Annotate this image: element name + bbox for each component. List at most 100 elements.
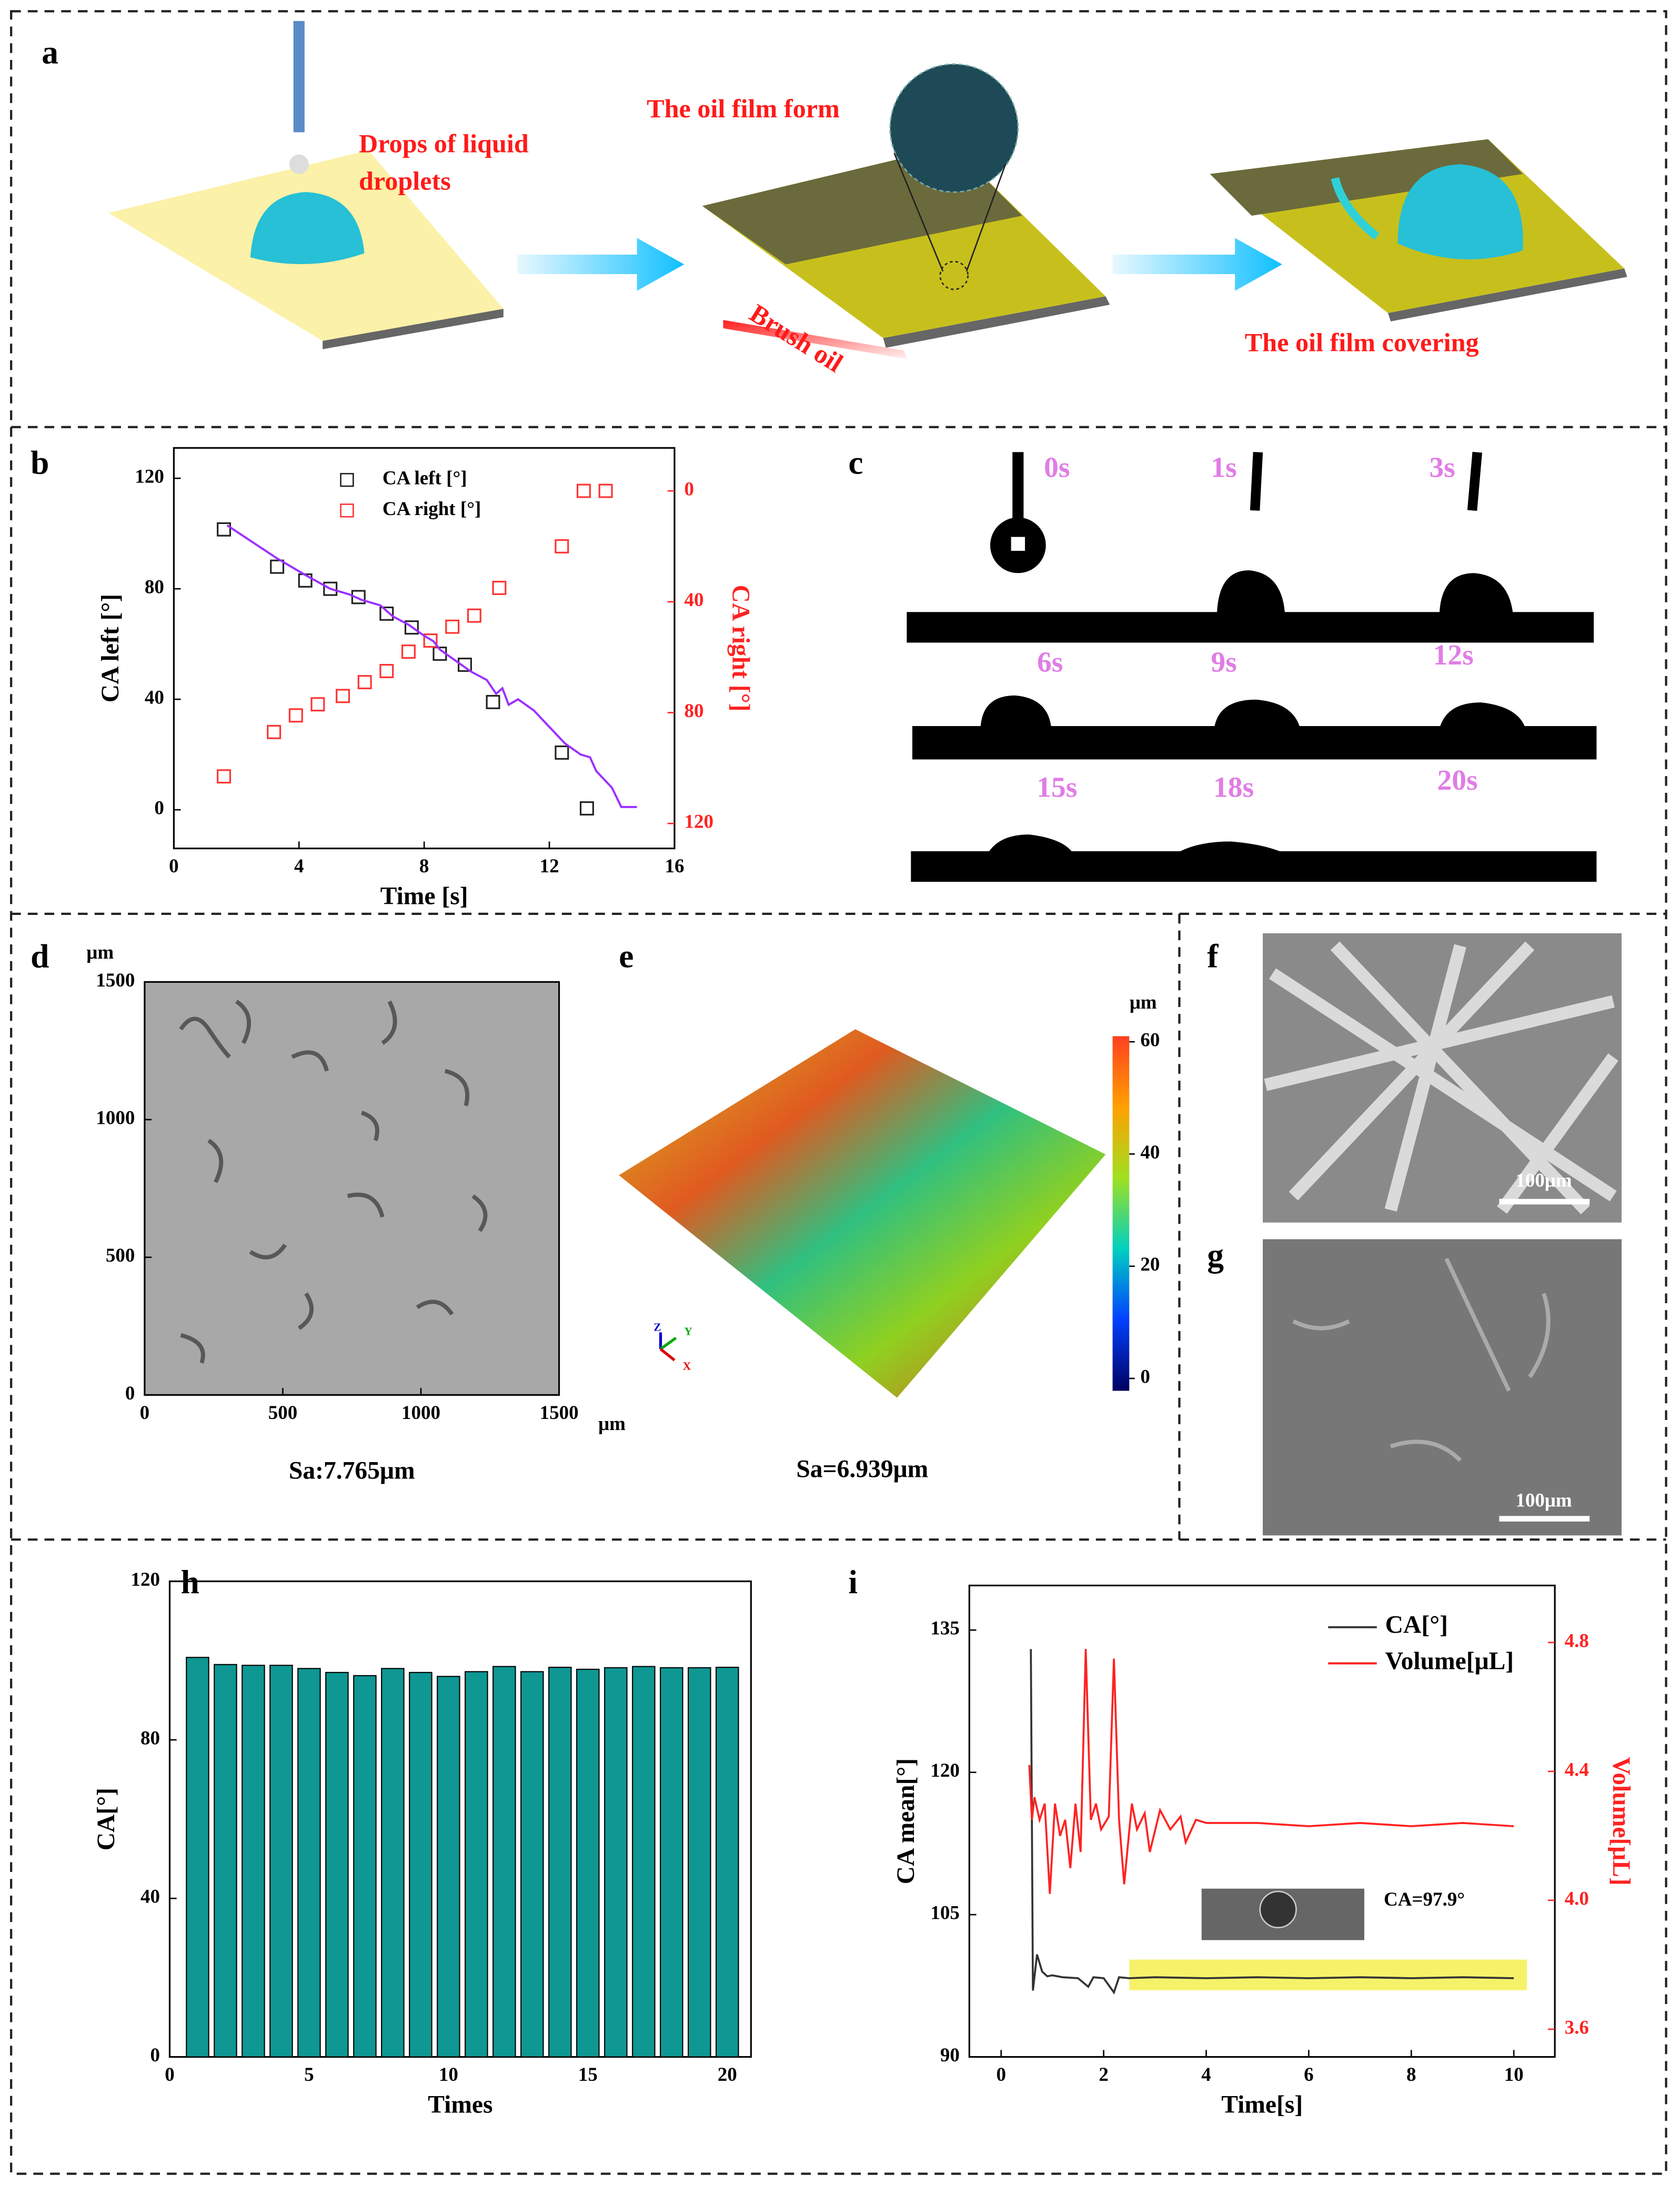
x-tick-label: 8 xyxy=(419,855,429,877)
y-tick-label: 0 xyxy=(150,2045,160,2066)
point xyxy=(217,769,232,784)
bar xyxy=(576,1668,600,2058)
schematic-text: droplets xyxy=(359,166,451,196)
x-tick-label: 20 xyxy=(718,2064,737,2086)
panel-label: e xyxy=(619,938,633,975)
panel-label: f xyxy=(1207,938,1219,975)
y-tick-label: 135 xyxy=(930,1618,960,1639)
point xyxy=(270,559,285,574)
plot-frame xyxy=(968,1584,1556,2058)
time-label: 6s xyxy=(1037,646,1063,678)
bar xyxy=(520,1671,544,2058)
time-label: 15s xyxy=(1037,771,1077,803)
x-tick-label: 1000 xyxy=(401,1402,440,1424)
y-tick-label: 1500 xyxy=(96,970,135,991)
y2-axis-label: CA right [°] xyxy=(727,585,755,712)
x-tick-label: 1500 xyxy=(540,1402,579,1424)
time-label: 18s xyxy=(1213,771,1254,803)
y2-tick-label: 4.0 xyxy=(1565,1888,1589,1909)
bar xyxy=(186,1657,209,2058)
y-tick-label: 0 xyxy=(125,1383,135,1404)
point xyxy=(458,658,472,672)
point xyxy=(445,619,460,634)
bar xyxy=(297,1668,321,2058)
point xyxy=(217,522,232,537)
surface-3d xyxy=(619,1029,1130,1398)
point xyxy=(555,745,569,760)
schematic-text: Brush oil xyxy=(745,298,848,378)
panel-label: d xyxy=(31,938,49,975)
point xyxy=(555,539,569,553)
x-axis-label: Times xyxy=(428,2091,492,2119)
y-tick-label: 500 xyxy=(106,1245,135,1266)
y-axis-label: CA left [°] xyxy=(97,594,124,703)
schematic-text: Drops of liquid xyxy=(359,128,529,158)
y-tick-label: 90 xyxy=(940,2045,960,2066)
colorbar-tick-label: 40 xyxy=(1140,1142,1160,1163)
legend-marker xyxy=(340,504,354,518)
sem-images xyxy=(1263,933,1622,1536)
x-tick-label: 0 xyxy=(169,855,179,877)
point xyxy=(336,689,350,703)
bar xyxy=(660,1667,683,2058)
annotation: CA=97.9° xyxy=(1384,1889,1465,1910)
bar xyxy=(409,1672,432,2058)
point xyxy=(379,606,394,621)
y2-tick-label: 80 xyxy=(684,700,703,722)
frames xyxy=(10,10,1667,2175)
point xyxy=(357,675,372,690)
x-tick-label: 500 xyxy=(268,1402,297,1424)
y-tick-label: 120 xyxy=(130,1569,160,1590)
bar xyxy=(214,1664,237,2058)
y2-tick-label: 4.8 xyxy=(1565,1630,1589,1652)
legend-marker xyxy=(340,472,354,487)
y2-tick-label: 40 xyxy=(684,589,703,611)
y-tick-label: 80 xyxy=(145,577,164,598)
bar xyxy=(437,1676,460,2058)
point xyxy=(379,663,394,678)
bar xyxy=(548,1667,572,2058)
x-tick-label: 8 xyxy=(1406,2064,1416,2086)
legend-label: CA left [°] xyxy=(383,468,467,489)
plot-frame xyxy=(168,1580,752,2058)
x-tick-label: 4 xyxy=(294,855,304,877)
height-map xyxy=(144,982,559,1395)
panel-label: i xyxy=(848,1563,858,1600)
y-tick-label: 105 xyxy=(930,1902,960,1924)
schematic xyxy=(108,21,1627,359)
point xyxy=(423,633,438,648)
point xyxy=(401,645,416,659)
line xyxy=(226,524,637,808)
point xyxy=(267,724,281,739)
time-label: 12s xyxy=(1433,639,1474,671)
legend-label: CA right [°] xyxy=(383,498,481,520)
inset-photo xyxy=(1129,1888,1527,1990)
x-tick-label: 10 xyxy=(1504,2064,1524,2086)
time-label: 0s xyxy=(1044,451,1070,484)
y-unit: μm xyxy=(86,942,114,963)
caption: Sa:7.765μm xyxy=(289,1457,415,1484)
y-axis-label: CA[°] xyxy=(93,1788,120,1850)
point xyxy=(598,484,613,498)
point xyxy=(467,608,481,623)
point xyxy=(404,620,419,635)
x-unit: μm xyxy=(598,1413,626,1435)
x-tick-label: 5 xyxy=(304,2064,314,2086)
point xyxy=(486,694,500,709)
panel-label: c xyxy=(848,444,863,481)
schematic-text: The oil film form xyxy=(647,94,840,123)
y-tick-label: 80 xyxy=(140,1727,160,1749)
time-label: 9s xyxy=(1211,646,1236,678)
y2-axis-label: Volume[μL] xyxy=(1607,1757,1635,1886)
legend-label: CA[°] xyxy=(1385,1612,1448,1639)
y-tick-label: 120 xyxy=(135,466,164,488)
x-tick-label: 0 xyxy=(165,2064,175,2086)
y2-tick-label: 4.4 xyxy=(1565,1759,1589,1780)
axis-triad-label: Z xyxy=(653,1321,661,1333)
bar xyxy=(325,1672,349,2058)
axis-triad-label: X xyxy=(683,1360,691,1372)
bar xyxy=(269,1665,293,2058)
x-tick-label: 0 xyxy=(140,1402,150,1424)
x-tick-label: 6 xyxy=(1304,2064,1314,2086)
